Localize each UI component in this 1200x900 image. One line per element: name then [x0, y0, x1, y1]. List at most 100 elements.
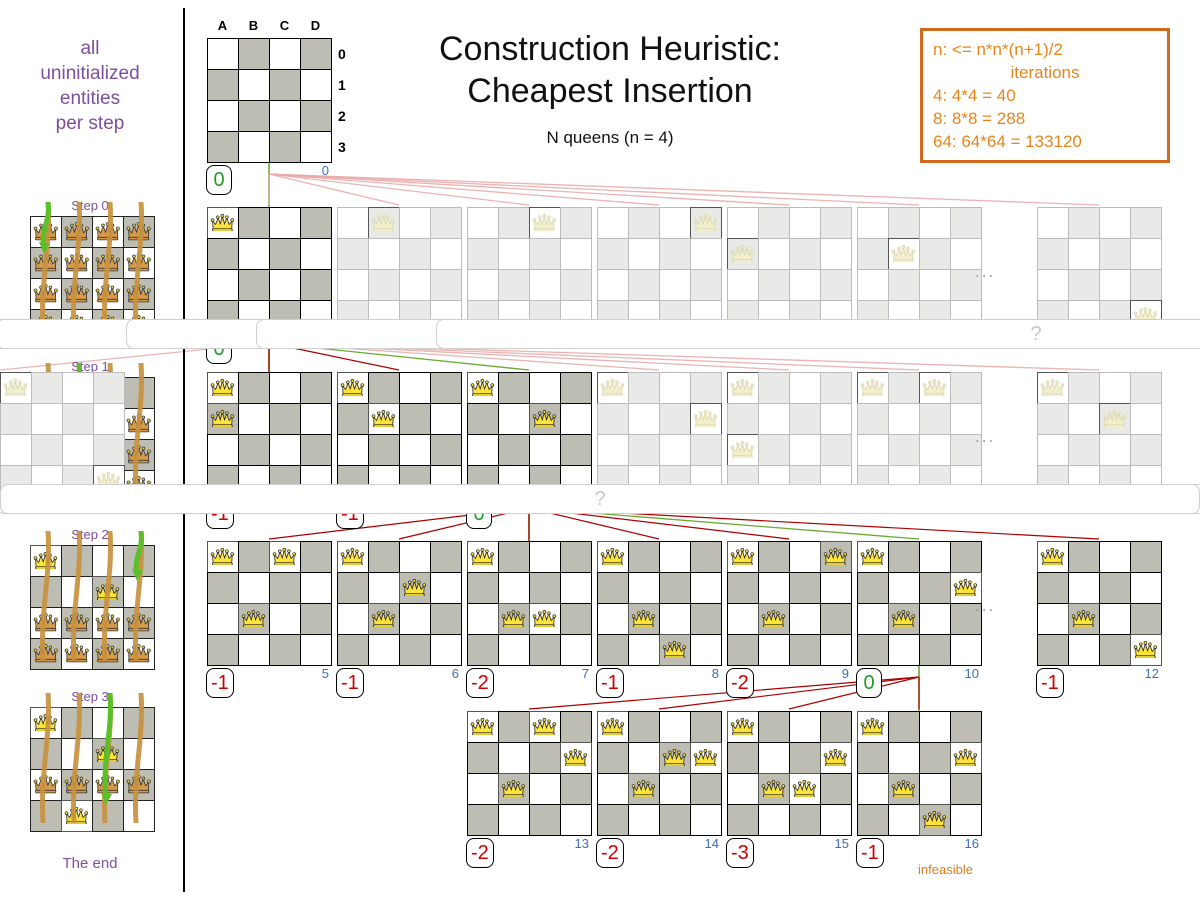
board-cell [1036, 602, 1069, 635]
board-cell [856, 633, 889, 666]
board-cell [918, 206, 951, 239]
board-cell [429, 602, 462, 635]
board-cell [788, 602, 821, 635]
board-cell [528, 206, 561, 239]
board-cell [497, 268, 530, 301]
board-cell [398, 268, 431, 301]
board-cell [819, 402, 852, 435]
tree-board-g2c [856, 371, 982, 497]
board-cell [949, 371, 982, 404]
board-cell [336, 206, 369, 239]
queen-icon [759, 604, 789, 634]
board-cell [788, 633, 821, 666]
queen-icon [530, 604, 560, 634]
tree-board-12 [1036, 540, 1162, 666]
board-cell [1067, 206, 1100, 239]
infobox-line-2: iterations [1010, 63, 1080, 82]
board-cell [237, 433, 270, 466]
sidebar-end-label: The end [62, 855, 118, 872]
board-cell [336, 540, 369, 573]
board-cell [559, 540, 592, 573]
board-cell [398, 633, 431, 666]
board-cell [819, 741, 852, 774]
board-cell [1098, 602, 1131, 635]
board-cell [856, 710, 889, 743]
board-cell [1036, 402, 1069, 435]
board-cell [429, 571, 462, 604]
board-cell [627, 710, 660, 743]
queen-icon [889, 774, 919, 804]
board-cell [0, 402, 32, 435]
board-cell [918, 433, 951, 466]
board-cell [627, 371, 660, 404]
board-cell [1098, 402, 1131, 435]
uninitialized-ribbon [37, 528, 53, 664]
queen-icon [951, 743, 981, 773]
board-cell [268, 602, 301, 635]
board-cell [559, 371, 592, 404]
ellipsis-2: ... [975, 596, 996, 615]
board-cell [788, 268, 821, 301]
board-cell [658, 371, 691, 404]
board-cell [689, 602, 722, 635]
tree-board-7 [466, 540, 592, 666]
node-score-g2e: ? [0, 484, 1200, 514]
board-cell [237, 633, 270, 666]
board-cell [887, 540, 920, 573]
board-cell [596, 602, 629, 635]
board-cell [206, 268, 239, 301]
board-cell [596, 433, 629, 466]
board-cell [528, 633, 561, 666]
board-cell [658, 540, 691, 573]
tree-board-15 [726, 710, 852, 836]
board-cell [627, 433, 660, 466]
queen-icon [369, 208, 399, 238]
queen-icon [208, 404, 238, 434]
board-cell [726, 371, 759, 404]
tree-board-g2d [1036, 371, 1162, 497]
board-cell [887, 602, 920, 635]
board-cell [299, 371, 332, 404]
board-cell [237, 602, 270, 635]
uninitialized-ribbon [99, 199, 115, 335]
board-cell [466, 803, 499, 836]
board-column-header-A: A [217, 18, 228, 33]
board-cell [689, 237, 722, 270]
board-cell [757, 540, 790, 573]
board-row-header-2: 2 [338, 108, 346, 124]
board-cell [726, 402, 759, 435]
board-cell [819, 268, 852, 301]
board-cell [466, 741, 499, 774]
queen-icon [691, 743, 721, 773]
tree-board-g1d [726, 206, 852, 332]
board-cell [1129, 433, 1162, 466]
board-cell [627, 602, 660, 635]
board-cell [689, 402, 722, 435]
board-cell [1067, 402, 1100, 435]
board-cell [627, 571, 660, 604]
board-cell [60, 544, 93, 577]
board-cell [596, 540, 629, 573]
board-cell [658, 206, 691, 239]
board-cell [237, 206, 270, 239]
board-cell [367, 602, 400, 635]
board-cell [0, 371, 32, 404]
board-cell [627, 741, 660, 774]
board-cell [658, 571, 691, 604]
board-cell [206, 37, 239, 70]
board-row-header-0: 0 [338, 46, 346, 62]
tree-board-10 [856, 540, 982, 666]
board-cell [61, 371, 94, 404]
board-cell [336, 371, 369, 404]
uninitialized-ribbon [99, 528, 115, 664]
board-cell [596, 803, 629, 836]
board-cell [206, 540, 239, 573]
uninitialized-queen-icon [30, 769, 61, 800]
board-cell [1098, 571, 1131, 604]
board-cell [726, 540, 759, 573]
board-cell [528, 268, 561, 301]
queen-icon [1100, 404, 1130, 434]
board-cell [819, 237, 852, 270]
board-cell [528, 540, 561, 573]
queen-icon [660, 743, 690, 773]
